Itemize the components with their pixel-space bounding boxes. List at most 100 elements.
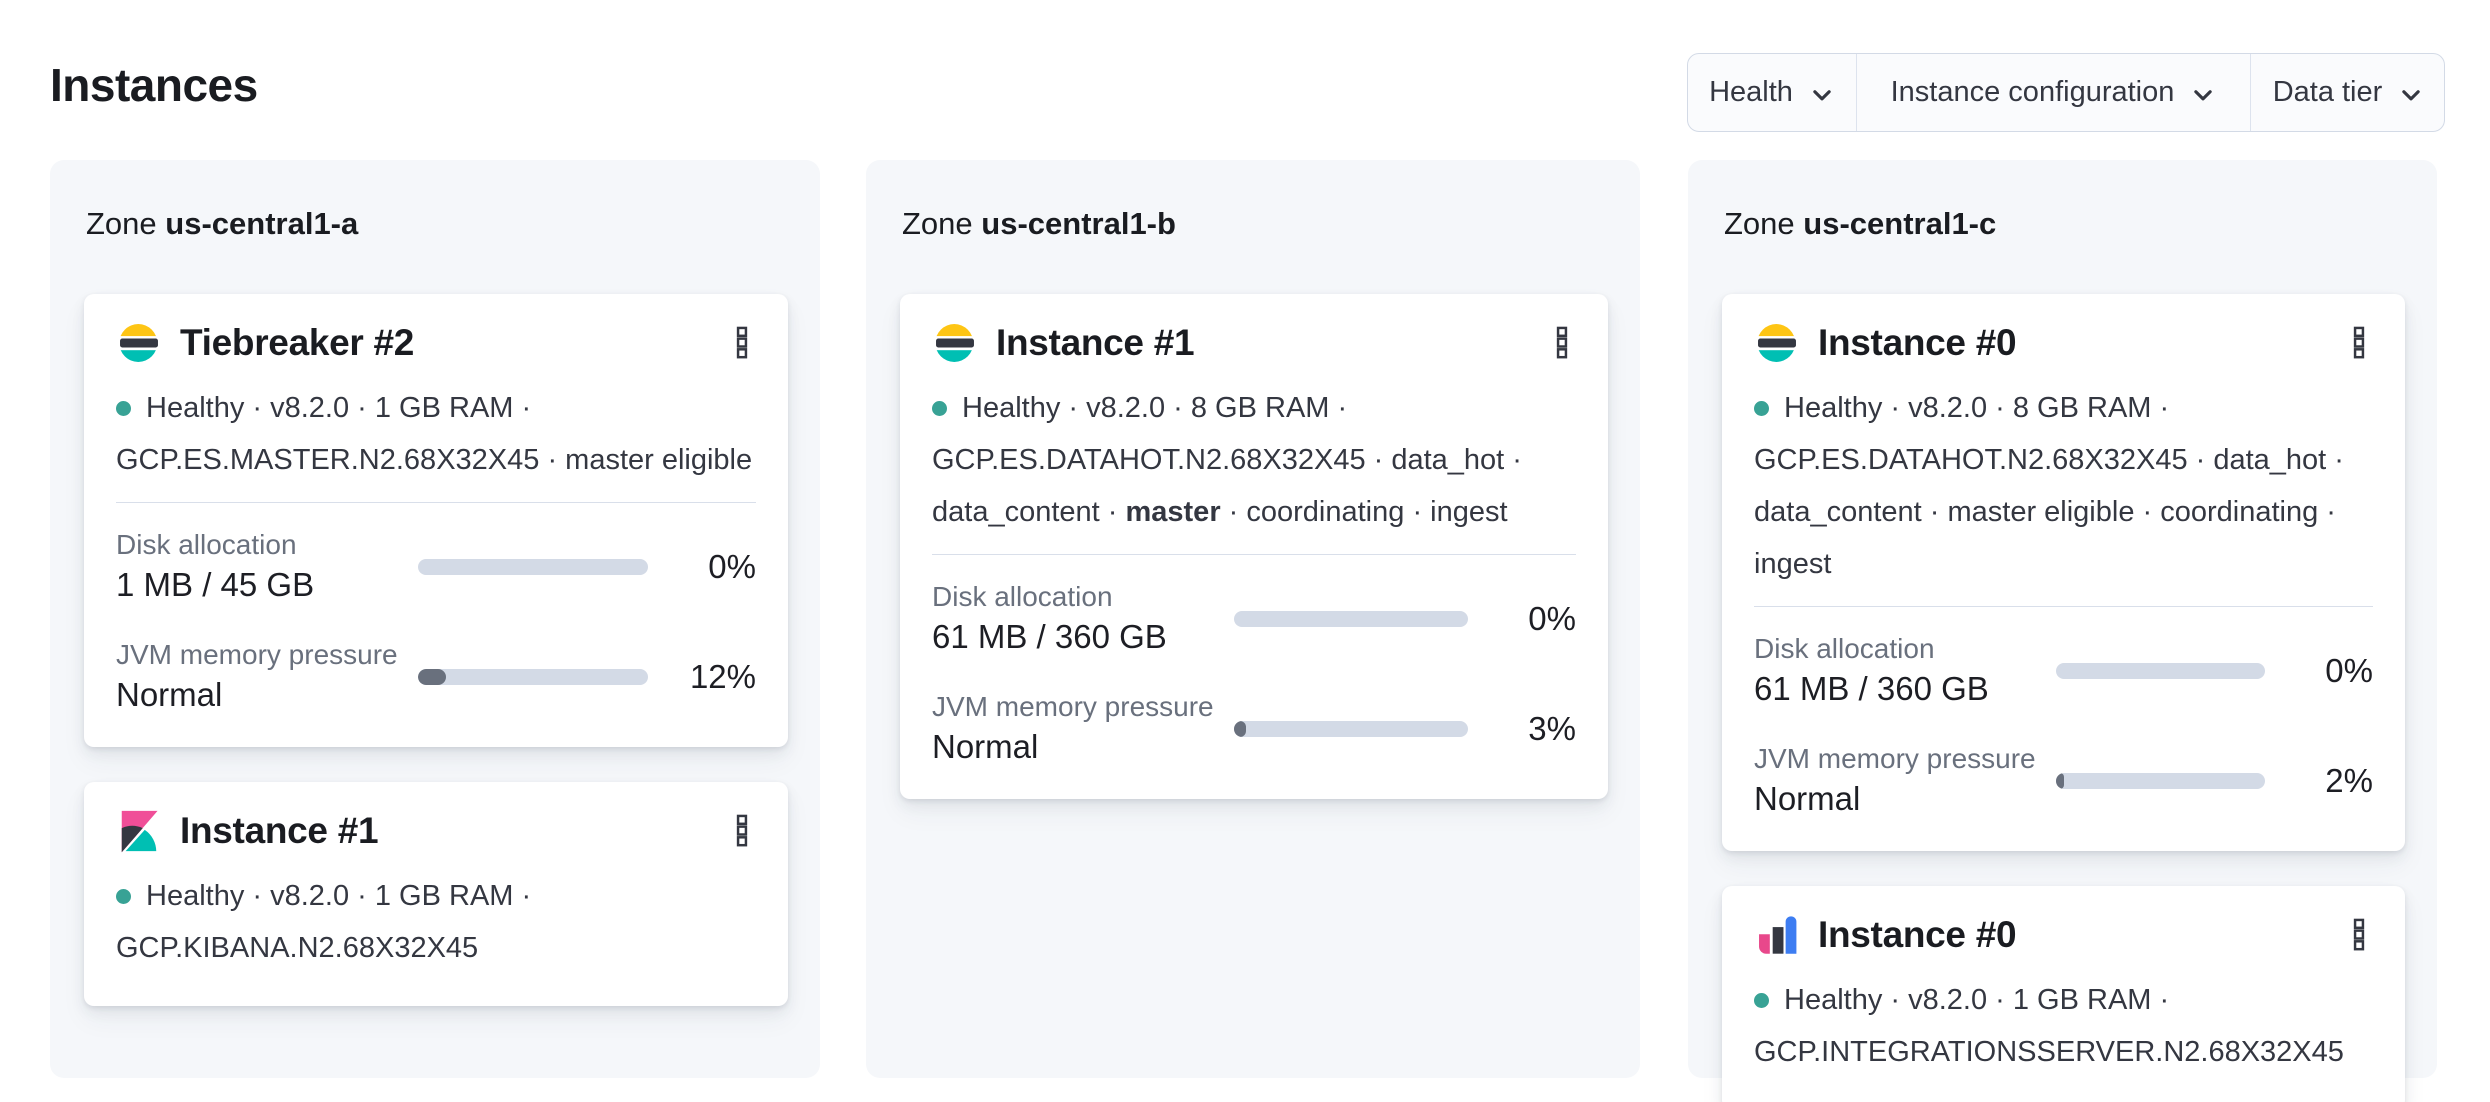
instance-card[interactable]: Instance #1 Healthy · v8.2.0 · 1 GB RAM ·…: [84, 782, 788, 1006]
instance-status: Healthy · v8.2.0 · 1 GB RAM · GCP.ES.MAST…: [116, 382, 756, 486]
status-segment: GCP.KIBANA.N2.68X32X45: [116, 932, 479, 964]
boxes-vertical-icon: [2341, 916, 2377, 955]
instance-card-header: Instance #0: [1754, 912, 2373, 958]
status-segment: Healthy · v8.2.0 · 8 GB RAM ·: [962, 392, 1348, 424]
metric-label: JVM memory pressure: [1754, 743, 2036, 774]
instance-menu-button[interactable]: [1542, 322, 1582, 365]
chevron-down-icon: [2190, 82, 2216, 108]
metric-labels: Disk allocation 61 MB / 360 GB: [1754, 633, 2056, 709]
filter-label: Instance configuration: [1890, 76, 2175, 108]
boxes-vertical-icon: [1544, 324, 1580, 363]
status-line: Healthy · v8.2.0 · 1 GB RAM ·: [116, 870, 756, 922]
status-segment: data_content · master eligible · coordin…: [1754, 496, 2344, 580]
progress-bar: [418, 669, 648, 685]
metric-percent: 3%: [1528, 710, 1576, 747]
instance-card[interactable]: Instance #1 Healthy · v8.2.0 · 8 GB RAM ·…: [900, 294, 1608, 799]
instance-card[interactable]: Instance #0 Healthy · v8.2.0 · 1 GB RAM ·…: [1722, 886, 2405, 1102]
progress-bar: [2056, 773, 2265, 789]
metric-row-disk-allocation: Disk allocation 1 MB / 45 GB 0%: [116, 529, 756, 605]
zone-label-prefix: Zone: [902, 206, 982, 241]
status-line: GCP.ES.DATAHOT.N2.68X32X45 · data_hot ·: [1754, 434, 2373, 486]
health-dot-icon: [1754, 400, 1769, 416]
zone-label: Zone us-central1-a: [86, 206, 788, 242]
instance-status: Healthy · v8.2.0 · 8 GB RAM · GCP.ES.DATA…: [932, 382, 1576, 538]
metric-percent: 0%: [1528, 600, 1576, 637]
metric-row-jvm-memory-pressure: JVM memory pressure Normal 3%: [932, 691, 1576, 767]
instance-menu-button[interactable]: [2339, 914, 2379, 957]
metric-labels: JVM memory pressure Normal: [932, 691, 1234, 767]
boxes-vertical-icon: [2341, 324, 2377, 363]
zone-label: Zone us-central1-c: [1724, 206, 2405, 242]
status-segment: GCP.ES.MASTER.N2.68X32X45 · master eligi…: [116, 444, 753, 476]
status-segment: Healthy · v8.2.0 · 1 GB RAM ·: [1784, 984, 2170, 1016]
status-line: Healthy · v8.2.0 · 1 GB RAM ·: [1754, 974, 2373, 1026]
progress-bar: [418, 559, 648, 575]
status-line: GCP.INTEGRATIONSSERVER.N2.68X32X45: [1754, 1026, 2373, 1078]
status-segment: · coordinating · ingest: [1220, 496, 1508, 528]
zone-name: us-central1-a: [165, 206, 359, 241]
filter-button-health[interactable]: Health: [1688, 54, 1856, 131]
zone-panel-us-central1-b: Zone us-central1-b Instance #1 Healthy · v…: [866, 160, 1640, 1078]
instance-title: Instance #1: [996, 322, 1195, 363]
elasticsearch-icon: [1754, 320, 1800, 366]
metric-value: Normal: [932, 728, 1039, 765]
metric-value: Normal: [1754, 780, 1861, 817]
status-segment: data_content ·: [932, 496, 1126, 528]
status-segment: master: [1125, 496, 1221, 528]
status-line: GCP.ES.MASTER.N2.68X32X45 · master eligi…: [116, 434, 756, 486]
instance-status: Healthy · v8.2.0 · 1 GB RAM · GCP.INTEGRA…: [1754, 974, 2373, 1078]
instance-menu-button[interactable]: [722, 810, 762, 853]
instance-card[interactable]: Instance #0 Healthy · v8.2.0 · 8 GB RAM ·…: [1722, 294, 2405, 851]
metric-row-jvm-memory-pressure: JVM memory pressure Normal 2%: [1754, 743, 2373, 819]
metric-label: JVM memory pressure: [932, 691, 1214, 722]
instance-card-header: Instance #1: [116, 808, 756, 854]
instance-title: Instance #0: [1818, 914, 2017, 955]
metric-label: Disk allocation: [116, 529, 297, 560]
boxes-vertical-icon: [724, 812, 760, 851]
zone-label-prefix: Zone: [86, 206, 166, 241]
metric-value: 61 MB / 360 GB: [932, 618, 1167, 655]
status-line: data_content · master eligible · coordin…: [1754, 486, 2373, 590]
instance-card-header: Tiebreaker #2: [116, 320, 756, 366]
metric-row-jvm-memory-pressure: JVM memory pressure Normal 12%: [116, 639, 756, 715]
filter-label: Health: [1709, 76, 1793, 108]
status-segment: Healthy · v8.2.0 · 8 GB RAM ·: [1784, 392, 2170, 424]
zone-label: Zone us-central1-b: [902, 206, 1608, 242]
status-segment: Healthy · v8.2.0 · 1 GB RAM ·: [146, 880, 532, 912]
status-segment: Healthy · v8.2.0 · 1 GB RAM ·: [146, 392, 532, 424]
status-line: data_content · master · coordinating · i…: [932, 486, 1576, 538]
instance-card-header: Instance #1: [932, 320, 1576, 366]
status-line: Healthy · v8.2.0 · 8 GB RAM ·: [932, 382, 1576, 434]
progress-bar-fill: [2056, 773, 2065, 789]
filter-group: Health Instance configuration Data tier: [1687, 53, 2445, 132]
metric-percent: 2%: [2325, 762, 2373, 799]
instance-status: Healthy · v8.2.0 · 1 GB RAM · GCP.KIBANA.…: [116, 870, 756, 974]
metric-row-disk-allocation: Disk allocation 61 MB / 360 GB 0%: [932, 581, 1576, 657]
progress-bar: [1234, 721, 1468, 737]
health-dot-icon: [932, 400, 947, 416]
status-segment: GCP.INTEGRATIONSSERVER.N2.68X32X45: [1754, 1036, 2344, 1068]
progress-bar-fill: [418, 669, 446, 685]
zone-name: us-central1-b: [981, 206, 1176, 241]
health-dot-icon: [116, 888, 131, 904]
instance-status: Healthy · v8.2.0 · 8 GB RAM · GCP.ES.DATA…: [1754, 382, 2373, 590]
filter-button-instance-configuration[interactable]: Instance configuration: [1856, 54, 2250, 131]
metric-row-disk-allocation: Disk allocation 61 MB / 360 GB 0%: [1754, 633, 2373, 709]
health-dot-icon: [1754, 992, 1769, 1008]
metric-labels: Disk allocation 1 MB / 45 GB: [116, 529, 418, 605]
status-line: GCP.KIBANA.N2.68X32X45: [116, 922, 756, 974]
zone-panel-us-central1-a: Zone us-central1-a Tiebreaker #2 Healthy ·…: [50, 160, 820, 1078]
instance-menu-button[interactable]: [2339, 322, 2379, 365]
progress-bar-fill: [1234, 721, 1246, 737]
filter-button-data-tier[interactable]: Data tier: [2250, 54, 2444, 131]
metric-label: Disk allocation: [932, 581, 1113, 612]
zone-name: us-central1-c: [1803, 206, 1997, 241]
instance-menu-button[interactable]: [722, 322, 762, 365]
kibana-icon: [116, 808, 162, 854]
instance-card-header: Instance #0: [1754, 320, 2373, 366]
metric-percent: 0%: [708, 548, 756, 585]
metric-label: JVM memory pressure: [116, 639, 398, 670]
status-segment: GCP.ES.DATAHOT.N2.68X32X45 · data_hot ·: [1754, 444, 2344, 476]
instance-card[interactable]: Tiebreaker #2 Healthy · v8.2.0 · 1 GB RAM…: [84, 294, 788, 747]
